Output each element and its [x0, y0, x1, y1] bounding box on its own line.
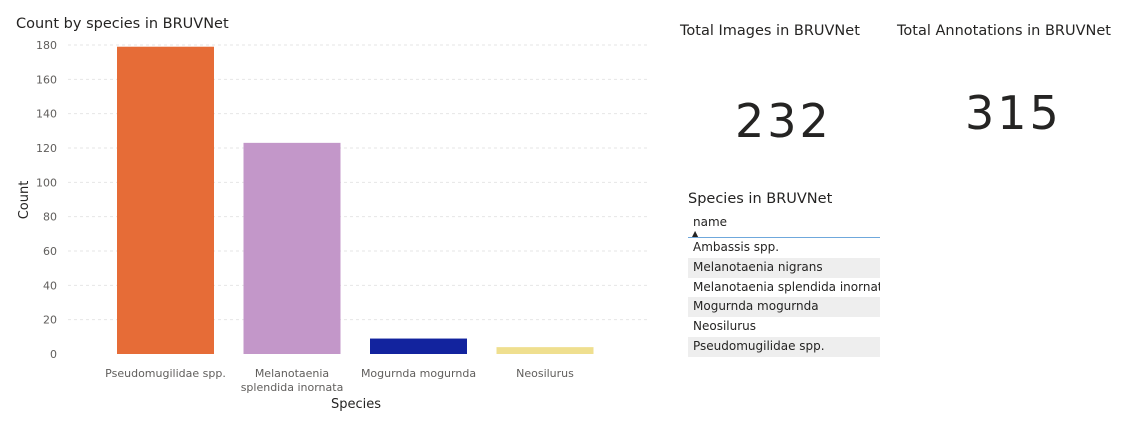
- total-images-value: 232: [735, 94, 832, 148]
- y-tick-label: 120: [36, 142, 57, 155]
- bar[interactable]: [496, 347, 594, 354]
- bar[interactable]: [370, 338, 467, 354]
- sort-ascending-icon[interactable]: ▲: [692, 229, 699, 238]
- name-column-label: name: [693, 215, 728, 229]
- y-tick-label: 20: [43, 314, 57, 327]
- table-row[interactable]: Ambassis spp.: [693, 240, 780, 254]
- x-tick-label: Neosilurus: [516, 367, 574, 380]
- y-tick-label: 80: [43, 211, 57, 224]
- total-images-title: Total Images in BRUVNet: [680, 23, 860, 39]
- table-row[interactable]: Pseudomugilidae spp.: [688, 336, 880, 357]
- y-tick-label: 60: [43, 245, 57, 258]
- table-row[interactable]: Neosilurus: [693, 319, 757, 334]
- table-row[interactable]: Melanotaenia splendida inornata: [693, 279, 880, 294]
- y-tick-label: 140: [36, 108, 57, 121]
- bar[interactable]: [243, 142, 341, 354]
- name-column-header[interactable]: name ▲: [688, 214, 880, 238]
- y-tick-label: 0: [50, 348, 57, 361]
- x-tick-label: Pseudomugilidae spp.: [105, 367, 226, 380]
- x-tick-label: splendida inornata: [241, 381, 344, 394]
- y-tick-label: 160: [36, 73, 57, 86]
- y-tick-label: 40: [43, 279, 57, 292]
- x-tick-label: Mogurnda mogurnda: [361, 367, 476, 380]
- y-tick-label: 180: [36, 39, 57, 52]
- bar[interactable]: [117, 46, 214, 354]
- species-table-title: Species in BRUVNet: [688, 191, 833, 207]
- species-count-bar-chart: Count by species in BRUVNet 0 20 40 60 80 100…: [16, 16, 648, 412]
- total-annotations-value: 315: [965, 86, 1062, 140]
- chart-title: Count by species in BRUVNet: [16, 16, 229, 32]
- total-annotations-title: Total Annotations in BRUVNet: [897, 23, 1111, 39]
- species-table: name ▲ Ambassis spp. Melanotaenia nigrans…: [688, 214, 880, 357]
- table-row[interactable]: Mogurnda mogurnda: [688, 297, 880, 318]
- x-axis-label: Species: [331, 397, 381, 412]
- y-tick-label: 100: [36, 176, 57, 189]
- y-axis-label: Count: [17, 181, 32, 220]
- x-tick-label: Melanotaenia: [255, 367, 329, 380]
- table-row[interactable]: Melanotaenia nigrans: [688, 257, 880, 278]
